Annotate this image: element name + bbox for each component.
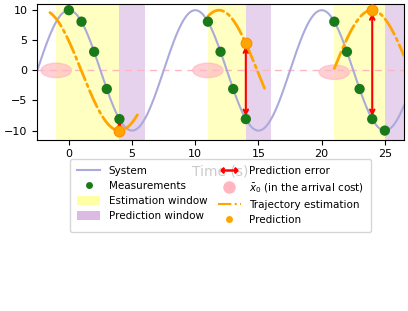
Point — [381, 128, 388, 133]
Point — [331, 19, 337, 24]
Bar — [56, 4, 120, 140]
Point — [356, 86, 363, 91]
Point — [91, 49, 98, 54]
Point — [243, 41, 249, 46]
Bar — [120, 4, 145, 140]
Bar — [385, 4, 408, 140]
Point — [116, 128, 123, 133]
Point — [104, 86, 110, 91]
Bar — [208, 4, 246, 140]
Point — [205, 19, 211, 24]
Point — [78, 19, 85, 24]
Circle shape — [319, 65, 350, 79]
Point — [230, 86, 237, 91]
Point — [344, 49, 350, 54]
Point — [66, 8, 72, 13]
Point — [369, 117, 375, 122]
Bar — [334, 4, 385, 140]
Bar — [246, 4, 271, 140]
Circle shape — [193, 63, 223, 78]
Point — [116, 117, 123, 122]
Legend: System, Measurements, Estimation window, Prediction window, Prediction error, $\: System, Measurements, Estimation window,… — [70, 159, 371, 232]
Point — [217, 49, 224, 54]
X-axis label: Time (s): Time (s) — [192, 165, 249, 179]
Point — [369, 8, 375, 13]
Point — [243, 117, 249, 122]
Circle shape — [41, 63, 71, 78]
